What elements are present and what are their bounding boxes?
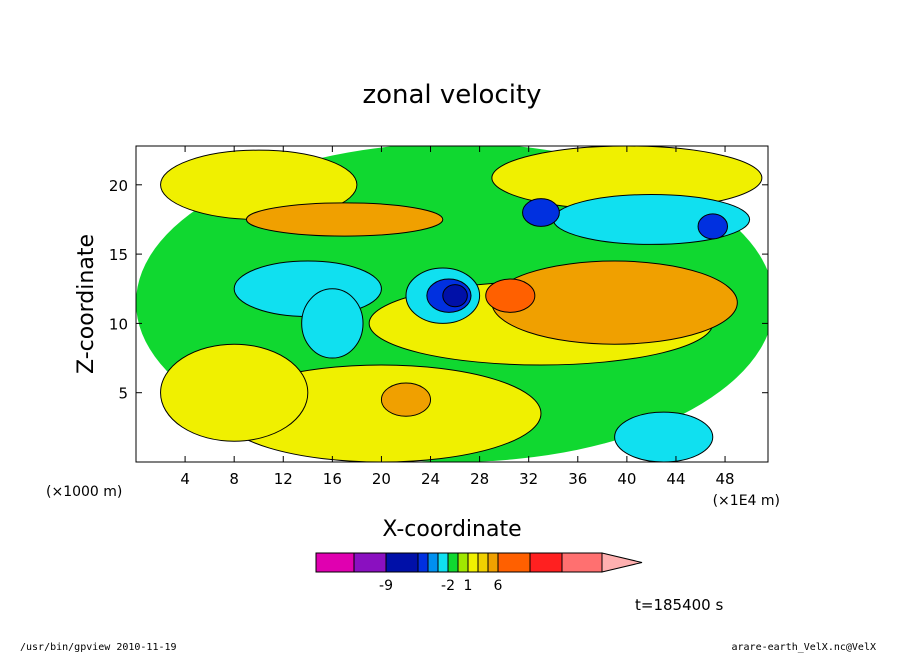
contour-region: [485, 278, 536, 313]
footer-left: /usr/bin/gpview 2010-11-19: [20, 642, 177, 653]
y-axis: 5 10 15 20: [109, 177, 768, 403]
colorbar-label: -2: [441, 578, 455, 594]
x-tick-label: 20: [372, 470, 391, 488]
colorbar-label: 6: [494, 578, 503, 594]
x-tick-label: 12: [274, 470, 293, 488]
footer-right: arare-earth_VelX.nc@VelX: [732, 642, 877, 653]
x-axis-label: X-coordinate: [382, 517, 521, 542]
colorbar-swatch: [487, 552, 499, 573]
contour-region: [301, 288, 364, 359]
plot-frame: [135, 145, 769, 463]
contour-region: [522, 198, 560, 227]
contour-region: [380, 382, 432, 417]
colorbar-swatch: [315, 552, 355, 573]
colorbar-swatch: [417, 552, 429, 573]
contour-region: [614, 411, 714, 462]
contour-region: [442, 284, 468, 308]
contour-region: [697, 213, 729, 240]
x-tick-label: 48: [716, 470, 735, 488]
y-axis-label: Z-coordinate: [74, 234, 99, 374]
x-tick-label: 8: [229, 470, 239, 488]
contour-region: [160, 343, 309, 442]
x-tick-label: 40: [617, 470, 636, 488]
x-tick-label: 36: [568, 470, 587, 488]
colorbar-swatch: [529, 552, 563, 573]
colorbar-swatch: [561, 552, 603, 573]
colorbar-arrow: [601, 552, 643, 573]
x-tick-label: 4: [180, 470, 190, 488]
x-tick-label: 24: [421, 470, 440, 488]
colorbar-label: 1: [464, 578, 473, 594]
y-tick-label: 5: [118, 385, 128, 403]
colorbar-swatch: [467, 552, 479, 573]
x-tick-label: 28: [470, 470, 489, 488]
colorbar-swatch: [447, 552, 459, 573]
colorbar-swatch: [427, 552, 439, 573]
x-tick-label: 16: [323, 470, 342, 488]
colorbar-labels: -9 -2 1 6: [379, 578, 503, 594]
y-tick-label: 15: [109, 246, 128, 264]
colorbar-label: -9: [379, 578, 393, 594]
colorbar-swatch: [457, 552, 469, 573]
x-tick-label: 32: [519, 470, 538, 488]
time-label: t=185400 s: [635, 596, 723, 614]
contour-field: [136, 146, 768, 462]
colorbar-swatch: [437, 552, 449, 573]
colorbar-swatch: [497, 552, 531, 573]
chart-title: zonal velocity: [362, 80, 541, 110]
colorbar-swatch: [385, 552, 419, 573]
x-unit-right: (×1E4 m): [713, 493, 780, 509]
colorbar-swatch: [353, 552, 387, 573]
colorbar: [315, 552, 643, 573]
x-tick-label: 44: [666, 470, 685, 488]
x-unit-left: (×1000 m): [46, 484, 122, 500]
contour-region: [245, 202, 444, 237]
y-tick-label: 20: [109, 177, 128, 195]
y-tick-label: 10: [109, 315, 128, 333]
x-axis: 4 8 12 16 20 24 28 32 36 40 44 48: [180, 146, 735, 488]
colorbar-swatch: [477, 552, 489, 573]
